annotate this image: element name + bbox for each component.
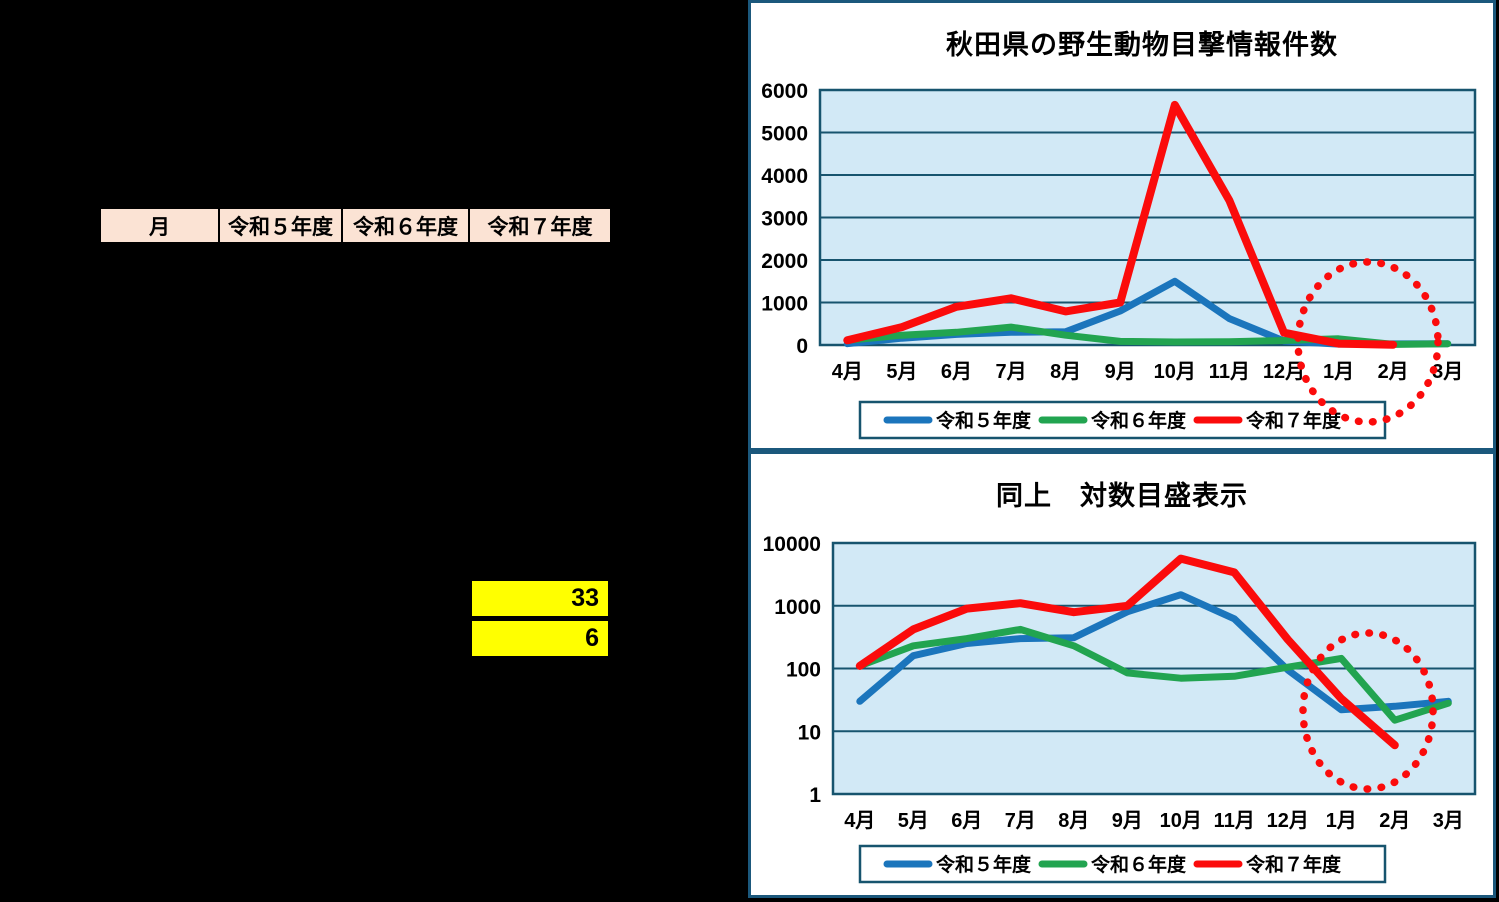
- legend-label: 令和６年度: [1091, 409, 1187, 432]
- y-axis-tick-label: 1000: [761, 293, 808, 316]
- x-axis-tick-label: 3月: [1432, 361, 1463, 383]
- y-axis-tick-label: 4000: [761, 165, 808, 188]
- header-cell-reiwa6[interactable]: 令和６年度: [341, 207, 468, 244]
- legend-label: 令和７年度: [1246, 409, 1342, 432]
- highlight-ellipse-annotation: [1294, 258, 1442, 426]
- y-axis-tick-label: 1000: [774, 596, 821, 619]
- x-axis-tick-label: 5月: [898, 810, 929, 832]
- y-axis-tick-label: 10000: [763, 533, 821, 556]
- highlight-cell-value-33[interactable]: 33: [471, 580, 609, 617]
- legend-box: [858, 844, 1387, 884]
- x-axis-tick-label: 10月: [1160, 810, 1202, 832]
- chart-title-linear: 秋田県の野生動物目撃情報件数: [946, 30, 1338, 60]
- y-axis-tick-label: 0: [796, 335, 808, 358]
- series-line-2: [856, 625, 1452, 724]
- series-line-3: [855, 554, 1399, 750]
- series-line-2: [843, 323, 1452, 348]
- chart-panel-linear[interactable]: 0 1000 2000 3000 4000 5000 6000 4月 5月 6月 7月 8月 9月 10月…: [748, 0, 1496, 451]
- y-axis-tick-label: 1: [809, 784, 821, 807]
- chart-title-log: 同上 対数目盛表示: [996, 481, 1248, 511]
- x-axis-tick-label: 5月: [886, 361, 917, 383]
- x-axis-tick-label: 10月: [1154, 361, 1196, 383]
- x-axis-tick-label: 7月: [1005, 810, 1036, 832]
- x-axis-tick-label: 1月: [1323, 361, 1354, 383]
- line-chart-log: 1 10 100 1000 10000 4月 5月 6月 7月 8月 9月 10月 11月 12月 1月 2月…: [763, 533, 1477, 884]
- y-axis-tick-label: 100: [786, 659, 821, 682]
- x-axis-tick-label: 8月: [1058, 810, 1089, 832]
- line-chart-linear: 0 1000 2000 3000 4000 5000 6000 4月 5月 6月 7月 8月 9月 10月…: [761, 80, 1477, 440]
- header-cell-month[interactable]: 月: [99, 207, 218, 244]
- y-axis-tick-label: 3000: [761, 208, 808, 231]
- header-cell-reiwa5[interactable]: 令和５年度: [218, 207, 341, 244]
- x-axis-tick-label: 6月: [941, 361, 972, 383]
- legend-box: [858, 400, 1387, 440]
- x-axis-tick-label: 12月: [1263, 361, 1305, 383]
- y-axis-tick-label: 5000: [761, 123, 808, 146]
- y-axis-tick-label: 10: [798, 721, 821, 744]
- x-axis-tick-label: 12月: [1267, 810, 1309, 832]
- legend-label: 令和５年度: [936, 409, 1032, 432]
- x-axis-tick-label: 9月: [1105, 361, 1136, 383]
- x-axis-tick-label: 8月: [1050, 361, 1081, 383]
- highlight-ellipse-annotation: [1299, 629, 1437, 793]
- legend-label: 令和５年度: [936, 853, 1032, 876]
- data-table-header: 月 令和５年度 令和６年度 令和７年度: [99, 207, 612, 244]
- chart-panel-log[interactable]: 1 10 100 1000 10000 4月 5月 6月 7月 8月 9月 10月 11月 12月 1月 2月…: [748, 451, 1496, 898]
- x-axis-tick-label: 11月: [1209, 361, 1250, 383]
- plot-border: [831, 541, 1477, 796]
- header-cell-reiwa7[interactable]: 令和７年度: [468, 207, 612, 244]
- series-line-3: [843, 100, 1398, 349]
- x-axis-tick-label: 2月: [1378, 361, 1409, 383]
- legend-label: 令和６年度: [1091, 853, 1187, 876]
- x-axis-tick-label: 7月: [995, 361, 1026, 383]
- legend-label: 令和７年度: [1246, 853, 1342, 876]
- x-axis-tick-label: 1月: [1326, 810, 1357, 832]
- x-axis-tick-label: 2月: [1379, 810, 1410, 832]
- x-axis-tick-label: 4月: [832, 361, 863, 383]
- y-axis-tick-label: 2000: [761, 250, 808, 273]
- y-axis-tick-label: 6000: [761, 80, 808, 103]
- x-axis-tick-label: 4月: [844, 810, 875, 832]
- highlight-cell-value-6[interactable]: 6: [471, 620, 609, 657]
- x-axis-tick-label: 6月: [951, 810, 982, 832]
- x-axis-tick-label: 11月: [1214, 810, 1255, 832]
- x-axis-tick-label: 9月: [1112, 810, 1143, 832]
- x-axis-tick-label: 3月: [1433, 810, 1464, 832]
